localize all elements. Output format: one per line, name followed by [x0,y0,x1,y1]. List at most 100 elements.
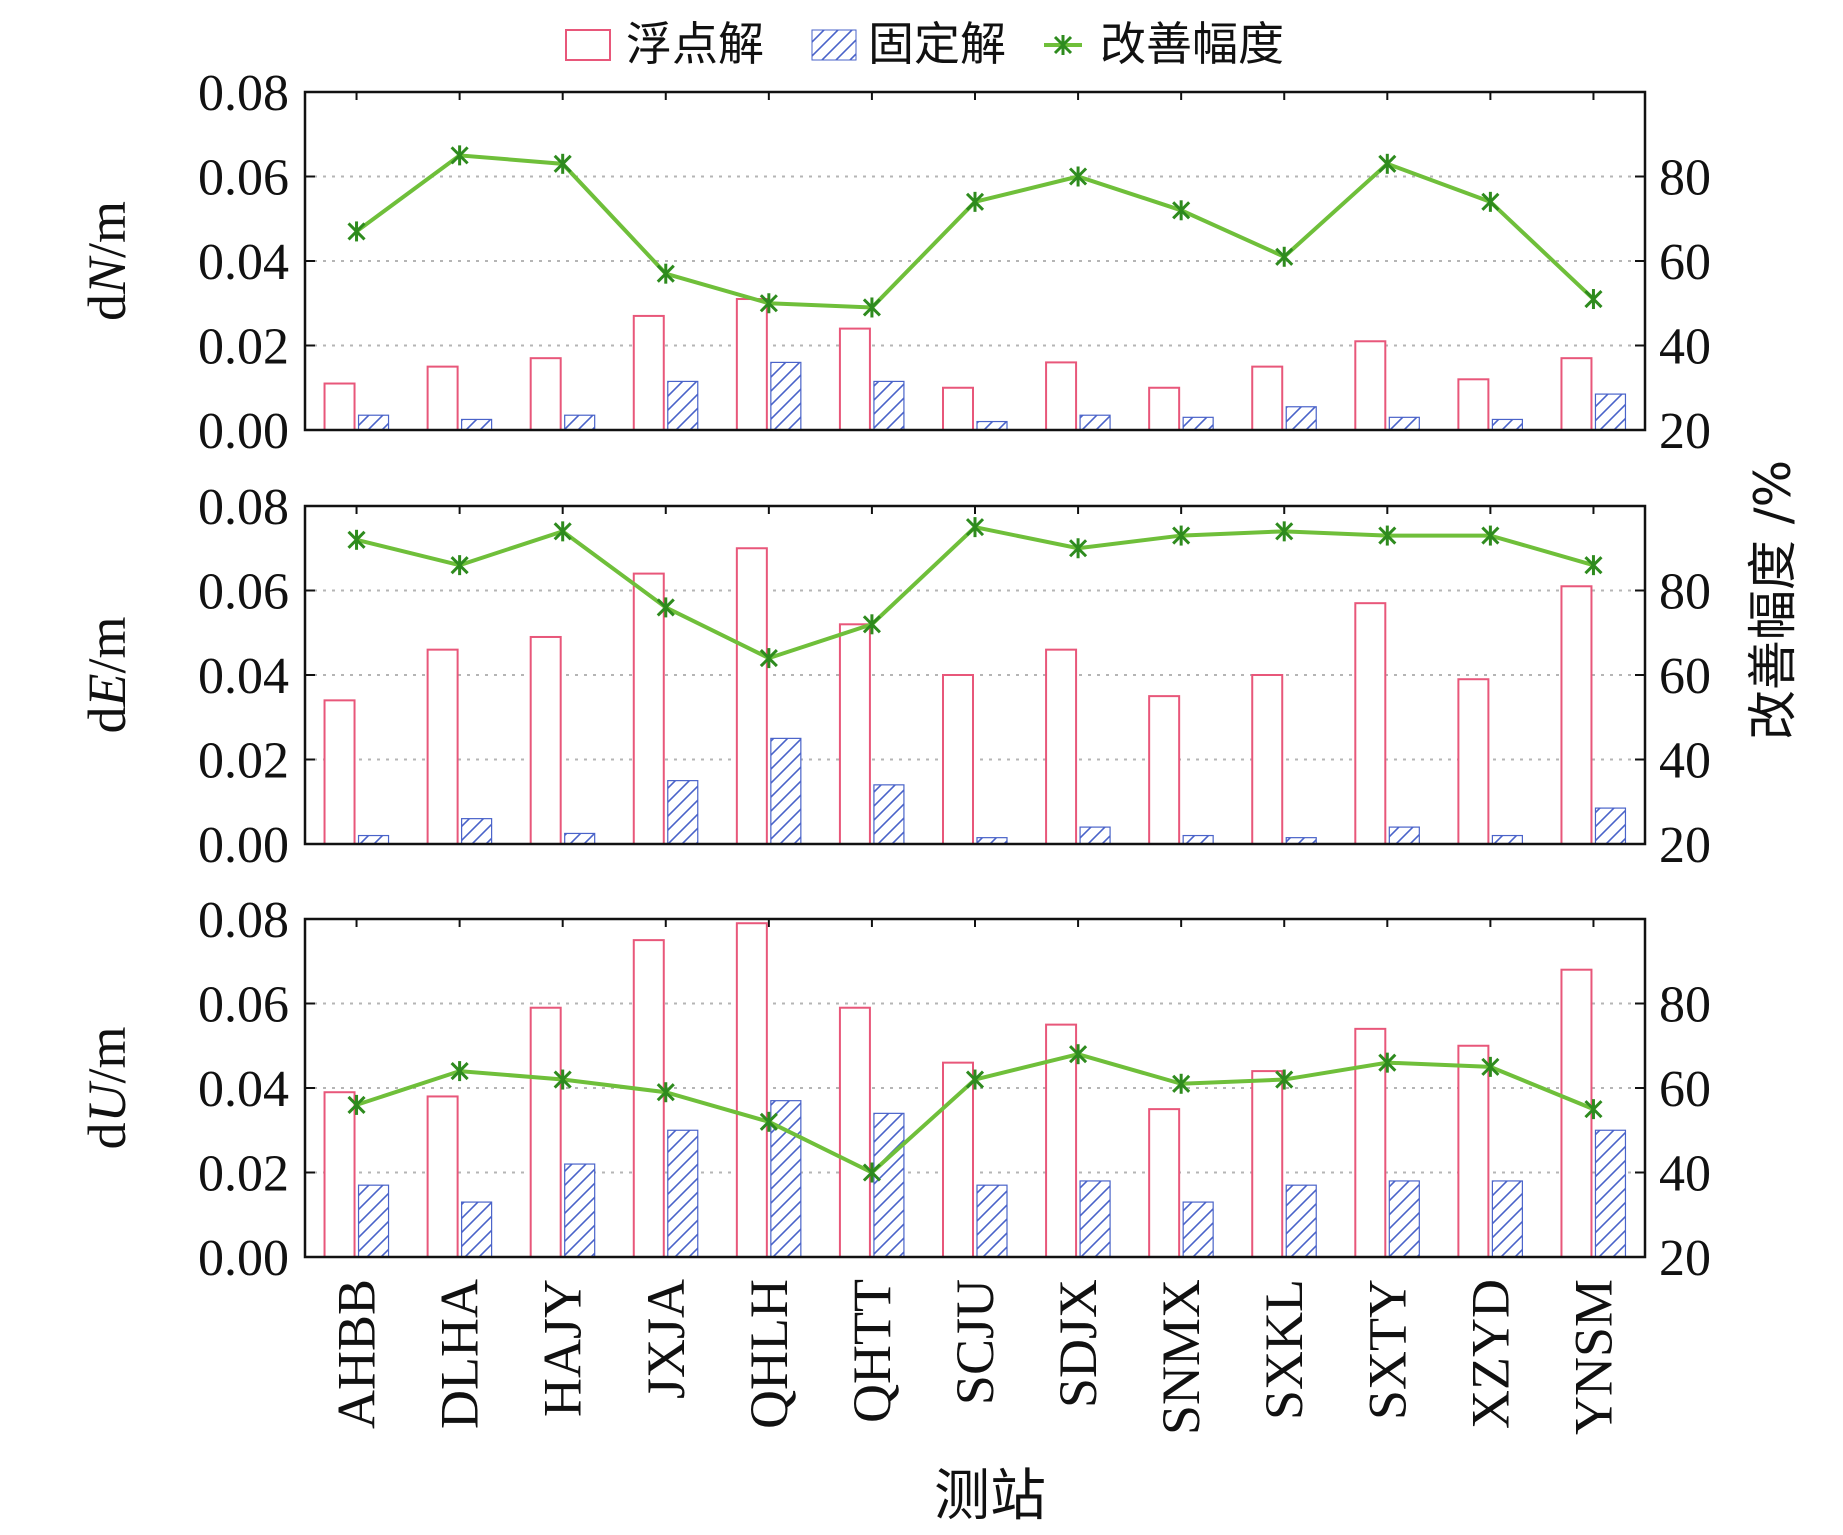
left-axis-label: dU/m [77,1026,137,1149]
left-axis-label-prefix: d [77,294,137,321]
improve-point [553,521,572,542]
left-tick-label: 0.08 [198,479,289,536]
float-bar [1354,602,1387,845]
float-bar [942,1061,974,1259]
float-bar [1457,1044,1490,1258]
left-tick-label: 0.08 [198,65,289,122]
right-axis-label: 改善幅度 /% [1744,460,1802,740]
float-bar [1457,678,1490,845]
improve-point [1172,525,1191,546]
left-axis-label-prefix: d [77,1123,137,1150]
left-axis-label-unit: /m [77,1026,137,1083]
fixed-bar [873,1112,905,1258]
left-axis-label-var: E [77,674,137,708]
float-bar [1148,1108,1181,1258]
improve-point [1378,525,1397,546]
improve-point [1069,166,1088,187]
legend: 浮点解 固定解 改善幅度 [565,17,1284,71]
float-bar [426,1095,459,1258]
panels: 0.000.020.040.060.0820406080dN/m0.000.02… [77,65,1711,1435]
float-bar [1148,386,1181,431]
float-bar [1457,378,1490,431]
panel-frame [303,917,1647,1259]
legend-improve-marker [1053,35,1073,55]
fixed-bar [1079,1180,1111,1258]
improve-point [759,648,778,669]
float-bar [942,674,974,845]
improve-point [759,1111,778,1132]
improve-point [1275,1069,1294,1090]
float-bar [632,314,665,431]
improve-point [1584,555,1603,576]
left-tick-label: 0.00 [198,403,289,460]
panel-u: 0.00 0.02 0.04 0.06 0.08 20 40 60 80 dU/m [77,892,1711,1287]
left-tick-label: 0.04 [198,234,289,291]
panel-frame [303,90,1647,432]
float-bar [1251,365,1284,431]
right-tick-label: 20 [1659,403,1711,460]
improve-point [759,293,778,314]
improve-point [862,1162,881,1183]
left-tick-label: 0.02 [198,733,289,790]
float-bar [1251,1070,1284,1258]
improve-point [1172,1073,1191,1094]
improve-point [965,517,985,538]
x-tick-label: SDJX [1048,1279,1108,1408]
fixed-bar [1182,1201,1214,1258]
float-bar [1560,585,1593,846]
improve-point [656,1082,675,1103]
x-tick-label: HAJY [533,1279,593,1417]
right-tick-label: 60 [1659,234,1711,291]
left-tick-label: 0.02 [198,319,289,376]
legend-fixed-label: 固定解 [868,17,1006,71]
right-tick-label: 40 [1659,319,1711,376]
improve-line [355,153,1595,310]
left-tick-label: 0.06 [198,150,289,207]
improve-point [1275,521,1294,542]
fixed-bar [1594,393,1627,431]
x-tick-label: YNSM [1563,1279,1623,1435]
float-bar [323,699,356,845]
float-bar [838,623,871,845]
fixed-bar [873,380,905,431]
improve-point [347,221,366,242]
fixed-bar [1491,834,1523,845]
panel-n: 0.00 0.02 0.04 0.06 0.08 20 40 60 80 dN/m [77,65,1711,460]
x-tick-label: SCJU [945,1279,1005,1405]
float-bar [942,386,974,431]
right-tick-label: 60 [1659,1061,1711,1118]
fixed-bar [357,1184,390,1258]
float-bar [323,1091,356,1258]
left-axis-label-unit: /m [77,616,137,673]
legend-float-swatch [565,29,611,61]
fixed-bar [461,1201,493,1258]
float-bar [529,357,562,431]
improve-point [1481,525,1500,546]
float-bar [529,1006,562,1258]
improve-point [1481,1056,1500,1077]
left-tick-label: 0.04 [198,1061,289,1118]
fixed-bar [1182,834,1214,845]
float-bar [323,382,356,431]
float-bar [838,1006,871,1258]
fixed-bar [1388,1180,1420,1258]
float-bar [426,365,459,431]
right-tick-label: 40 [1659,1146,1711,1203]
improve-point [656,597,675,618]
fixed-bar [1285,406,1317,431]
x-tick-label: SXKL [1254,1279,1314,1420]
float-bar [1560,968,1593,1258]
fixed-bar [1388,416,1420,431]
fixed-bar [667,780,699,845]
left-tick-label: 0.00 [198,1230,289,1287]
fixed-bar [1079,826,1111,845]
float-bar [1251,674,1284,845]
x-tick-label: AHBB [327,1279,387,1429]
fixed-bar [976,420,1008,431]
fixed-bar [770,361,802,431]
improve-point [553,153,572,174]
fixed-bar [564,1163,596,1258]
improve-point [965,191,985,212]
improve-point [965,1069,985,1090]
x-tick-label: JXJA [636,1279,696,1399]
